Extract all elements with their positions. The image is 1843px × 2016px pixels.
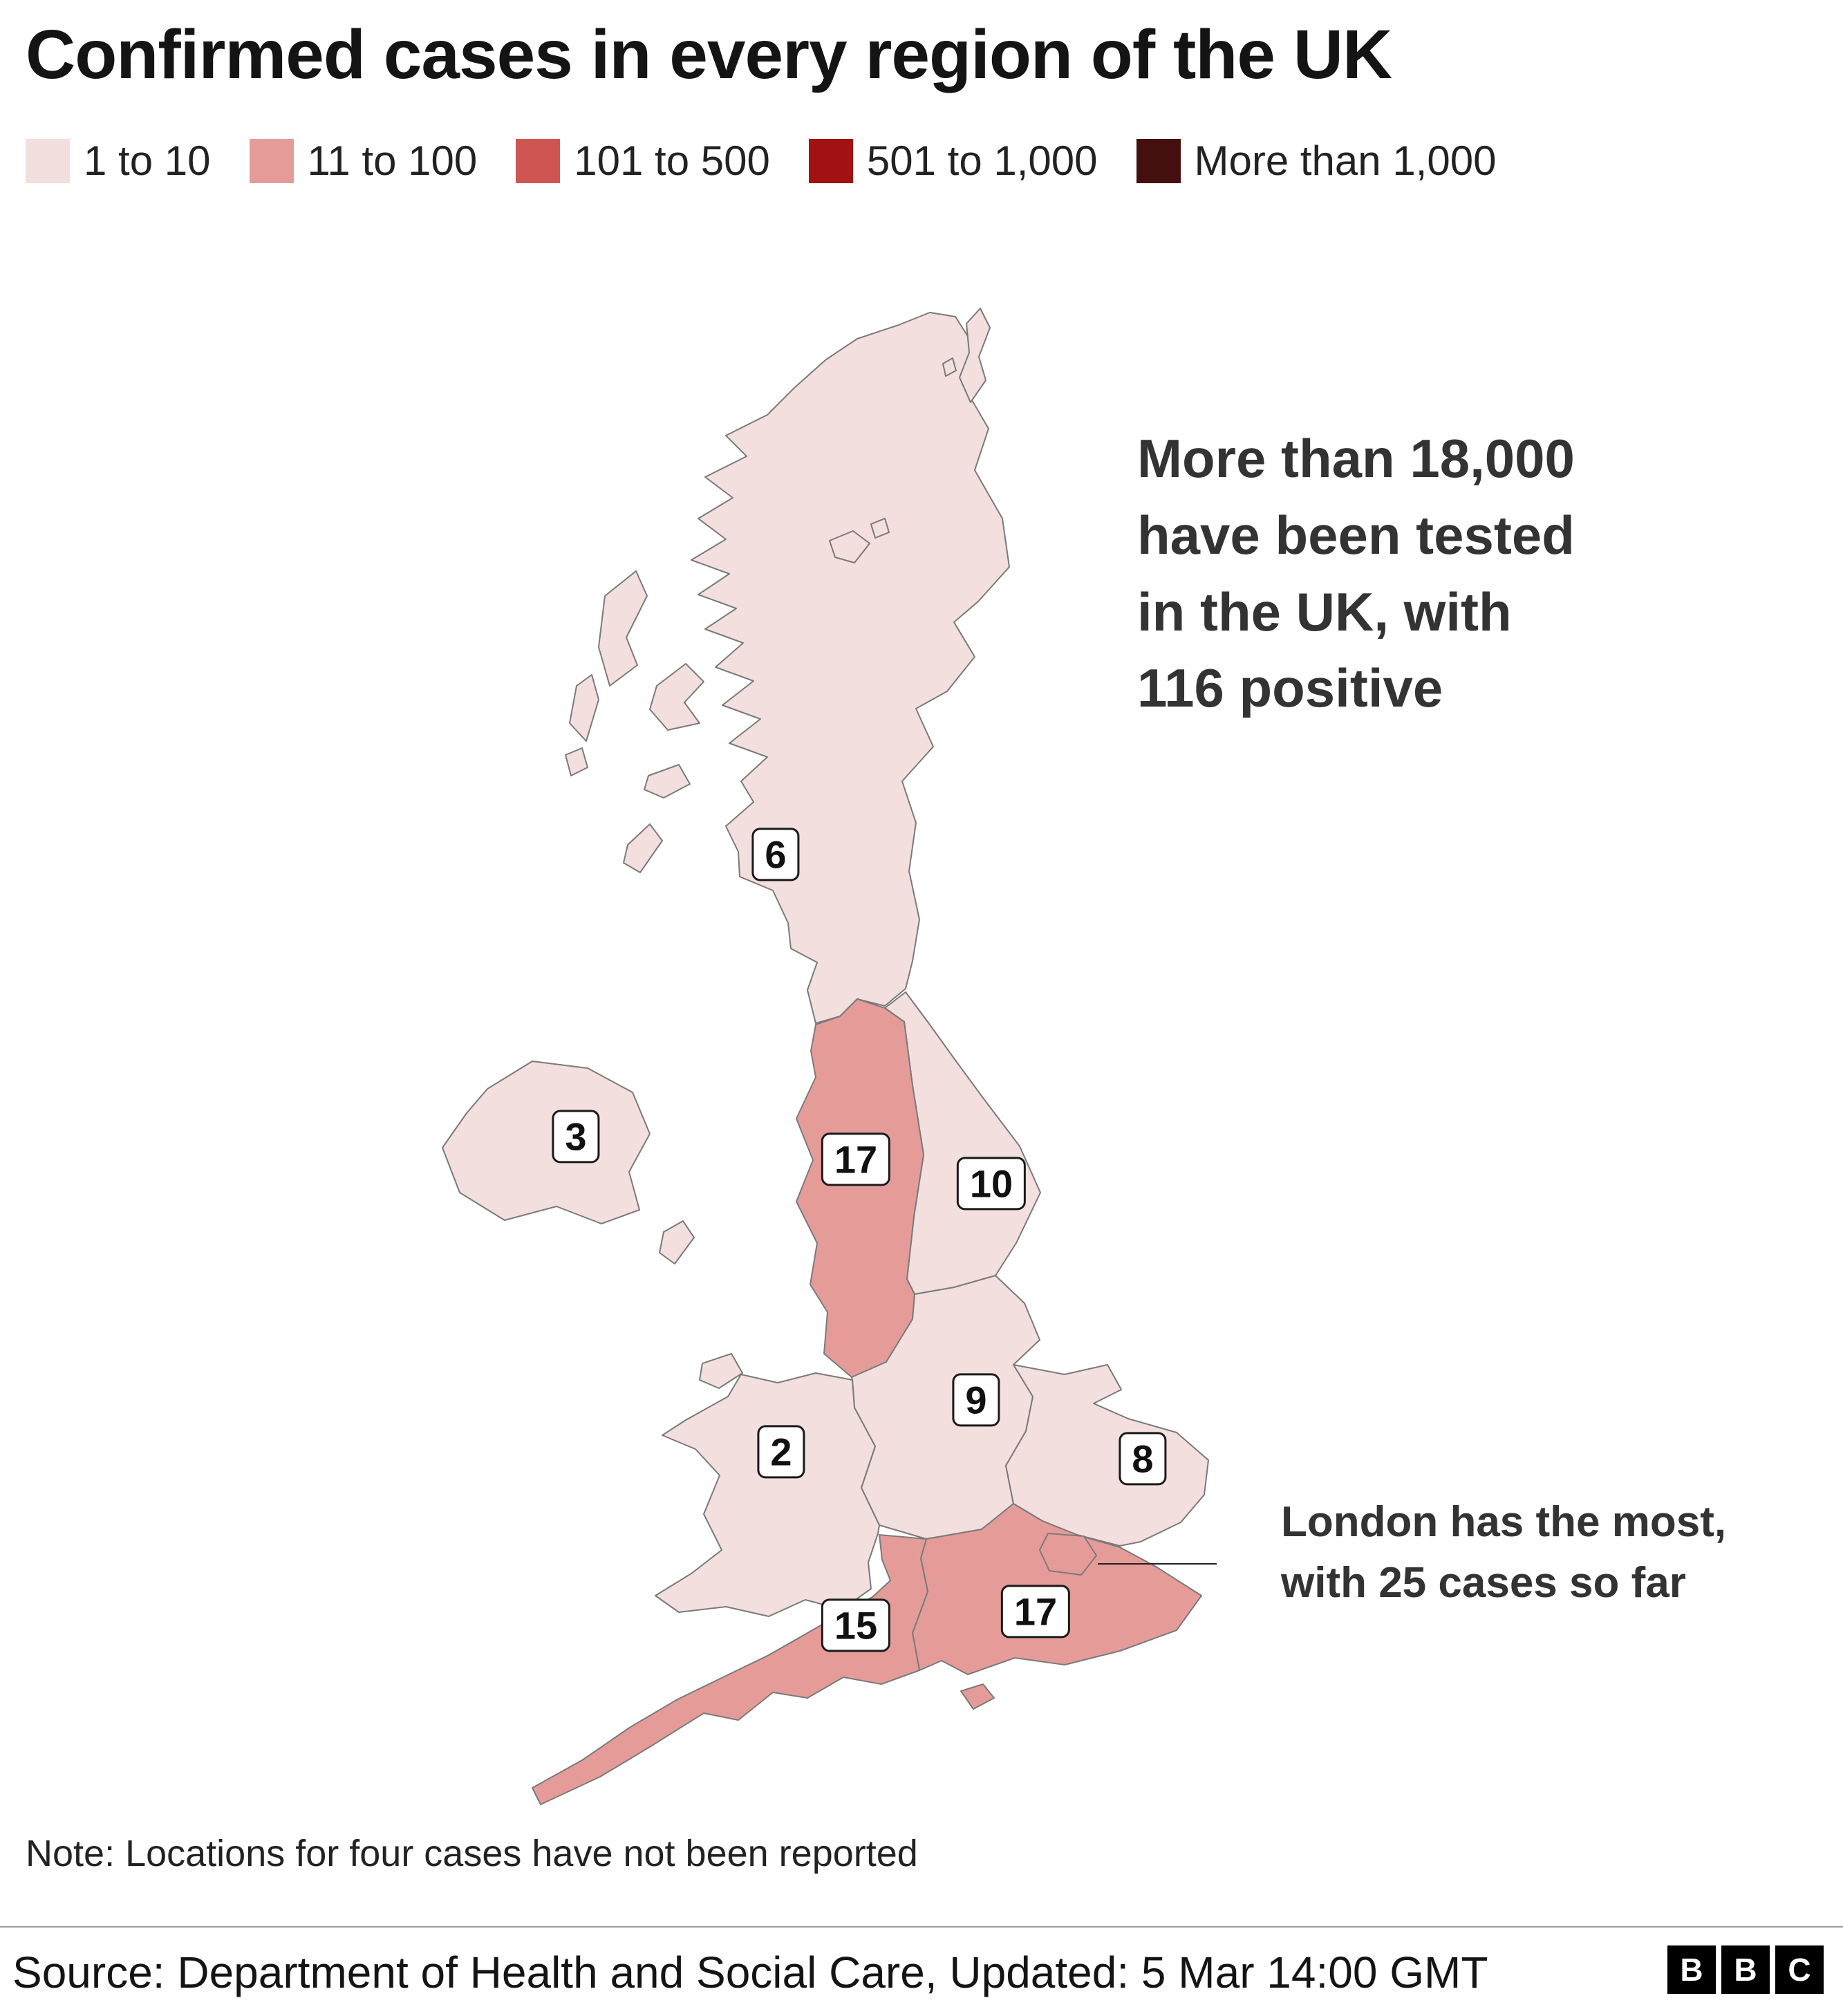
page-title: Confirmed cases in every region of the U… (26, 16, 1392, 93)
map-region-lewis (598, 570, 648, 687)
legend-label: 11 to 100 (307, 138, 478, 184)
map-region-barra (565, 747, 588, 776)
map-region-northern-ireland (442, 1061, 651, 1224)
legend-item: 501 to 1,000 (808, 137, 1098, 185)
note-text: Note: Locations for four cases have not … (26, 1833, 918, 1874)
legend: 1 to 10 11 to 100 101 to 500 501 to 1,00… (26, 137, 1496, 185)
annotation-london: London has the most, with 25 cases so fa… (1281, 1498, 1727, 1607)
map-region-isle-of-man (659, 1220, 695, 1264)
legend-item: 11 to 100 (249, 137, 478, 185)
map-region-uist (569, 674, 599, 742)
map-region-mull (644, 764, 691, 799)
map-region-east-of-england (1005, 1364, 1209, 1547)
source-text: Source: Department of Health and Social … (12, 1948, 1488, 1997)
map-region-shetland-isle (942, 357, 957, 377)
map-region-skye (649, 663, 704, 731)
legend-swatch (26, 138, 70, 183)
map-region-islay (623, 823, 663, 873)
region-label-south-west-england: 15 (821, 1598, 891, 1652)
legend-item: 1 to 10 (26, 137, 211, 185)
map-region-isle-of-wight (960, 1683, 995, 1710)
map-region-anglesey (699, 1353, 743, 1389)
legend-item: More than 1,000 (1136, 137, 1497, 185)
annotation-tested: More than 18,000 have been tested in the… (1137, 428, 1575, 719)
map-region-wales (655, 1372, 880, 1617)
uk-map (442, 308, 1217, 1805)
map-region-north-west-england (796, 998, 924, 1378)
map-region-orkney (829, 530, 870, 563)
map-region-scotland (691, 312, 1010, 1024)
legend-item: 101 to 500 (516, 137, 770, 185)
bbc-logo-block-b1: B (1667, 1945, 1716, 1994)
bbc-logo-block-b2: B (1721, 1945, 1770, 1994)
legend-label: 101 to 500 (574, 138, 770, 184)
region-label-northern-ireland: 3 (552, 1110, 600, 1164)
legend-label: More than 1,000 (1194, 138, 1497, 184)
region-label-midlands: 9 (952, 1373, 1000, 1427)
region-label-wales: 2 (757, 1425, 805, 1479)
region-label-scotland: 6 (751, 828, 800, 881)
map-region-london (1039, 1533, 1097, 1576)
footer-divider (0, 1926, 1843, 1928)
legend-swatch (1136, 138, 1181, 183)
legend-swatch (516, 138, 561, 183)
region-label-north-west-england: 17 (821, 1132, 891, 1186)
legend-swatch (249, 138, 294, 183)
region-label-south-east-england: 17 (1000, 1585, 1071, 1639)
legend-label: 501 to 1,000 (866, 138, 1098, 184)
region-label-north-east-england: 10 (956, 1157, 1027, 1211)
bbc-logo: B B C (1667, 1945, 1824, 1994)
map-region-orkney-isle (870, 518, 890, 539)
map-region-shetland (959, 308, 991, 403)
bbc-logo-block-c: C (1775, 1945, 1824, 1994)
legend-swatch (808, 138, 853, 183)
legend-label: 1 to 10 (84, 138, 211, 184)
region-label-east-of-england: 8 (1119, 1432, 1167, 1486)
